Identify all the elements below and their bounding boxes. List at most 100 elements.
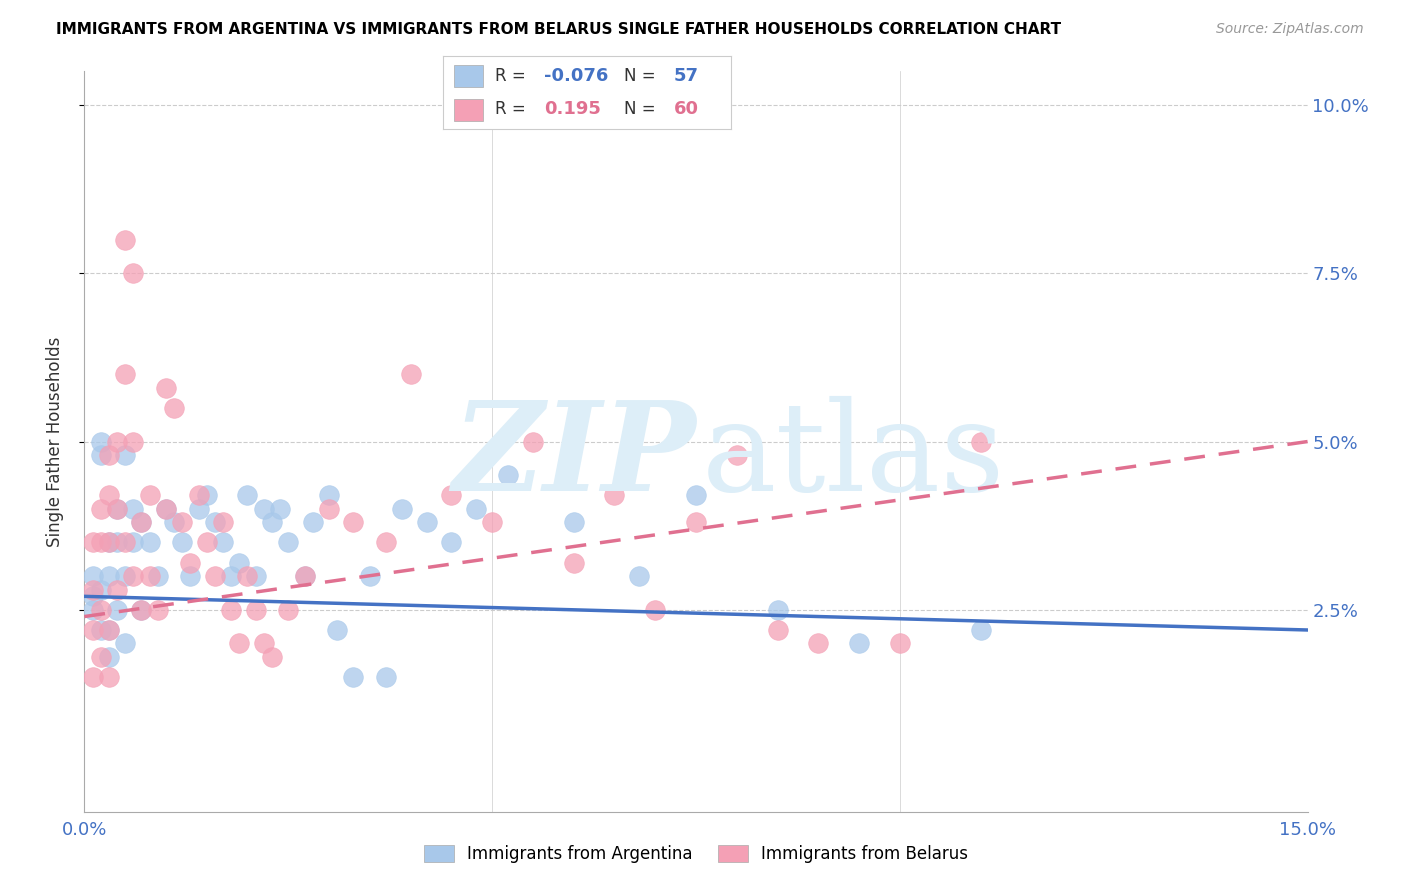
Point [269,501,291,516]
Point [163,401,186,415]
Point [131,516,153,530]
Point [219,603,242,617]
Point [253,636,276,650]
Point [294,569,316,583]
Point [138,488,160,502]
Point [146,569,169,583]
Text: R =: R = [495,67,526,86]
Point [766,603,789,617]
Point [179,556,201,570]
Point [90,582,112,597]
Point [359,569,381,583]
Point [122,434,145,449]
Point [212,516,235,530]
Text: 0.195: 0.195 [544,100,600,119]
Point [155,381,177,395]
Point [318,488,340,502]
Point [122,501,145,516]
Point [114,448,136,462]
Point [342,670,364,684]
Point [172,535,194,549]
Point [105,603,128,617]
Point [481,516,503,530]
Point [105,434,128,449]
Point [245,603,267,617]
Point [97,623,120,637]
Point [97,670,120,684]
Point [889,636,911,650]
Point [187,501,209,516]
Point [90,501,112,516]
Point [90,649,112,664]
Point [82,603,104,617]
Point [105,501,128,516]
Point [195,488,218,502]
Point [97,569,120,583]
Point [277,603,299,617]
Point [187,488,209,502]
Bar [454,99,484,120]
Point [219,569,242,583]
Point [138,535,160,549]
Point [122,569,145,583]
Point [90,623,112,637]
Point [685,488,707,502]
Point [644,603,666,617]
Point [260,649,283,664]
Point [105,501,128,516]
Point [195,535,218,549]
Point [375,535,398,549]
Bar [454,65,484,87]
Point [970,623,993,637]
Point [260,516,283,530]
Point [114,535,136,549]
Point [131,603,153,617]
Point [138,569,160,583]
Point [294,569,316,583]
Text: IMMIGRANTS FROM ARGENTINA VS IMMIGRANTS FROM BELARUS SINGLE FATHER HOUSEHOLDS CO: IMMIGRANTS FROM ARGENTINA VS IMMIGRANTS … [56,22,1062,37]
Point [204,516,226,530]
Point [440,488,463,502]
Text: N =: N = [624,100,657,119]
Text: atlas: atlas [702,396,1005,516]
Point [97,448,120,462]
Point [627,569,650,583]
Point [848,636,870,650]
Point [155,501,177,516]
Point [725,448,748,462]
Point [146,603,169,617]
Point [97,649,120,664]
Text: ZIP: ZIP [453,395,696,517]
Y-axis label: Single Father Households: Single Father Households [45,336,63,547]
Point [90,434,112,449]
Text: -0.076: -0.076 [544,67,609,86]
Point [807,636,830,650]
Point [97,623,120,637]
Point [179,569,201,583]
Point [97,535,120,549]
Point [82,670,104,684]
Point [131,516,153,530]
Point [399,368,422,382]
Point [82,590,104,604]
Point [603,488,626,502]
Point [212,535,235,549]
Point [105,582,128,597]
Point [114,636,136,650]
Point [253,501,276,516]
Point [105,535,128,549]
Point [342,516,364,530]
Text: Source: ZipAtlas.com: Source: ZipAtlas.com [1216,22,1364,37]
Point [318,501,340,516]
Point [562,516,585,530]
Point [97,535,120,549]
Point [82,569,104,583]
Point [114,233,136,247]
Point [90,603,112,617]
Point [236,488,259,502]
Point [236,569,259,583]
Point [416,516,439,530]
Point [82,582,104,597]
Point [375,670,398,684]
Point [562,556,585,570]
